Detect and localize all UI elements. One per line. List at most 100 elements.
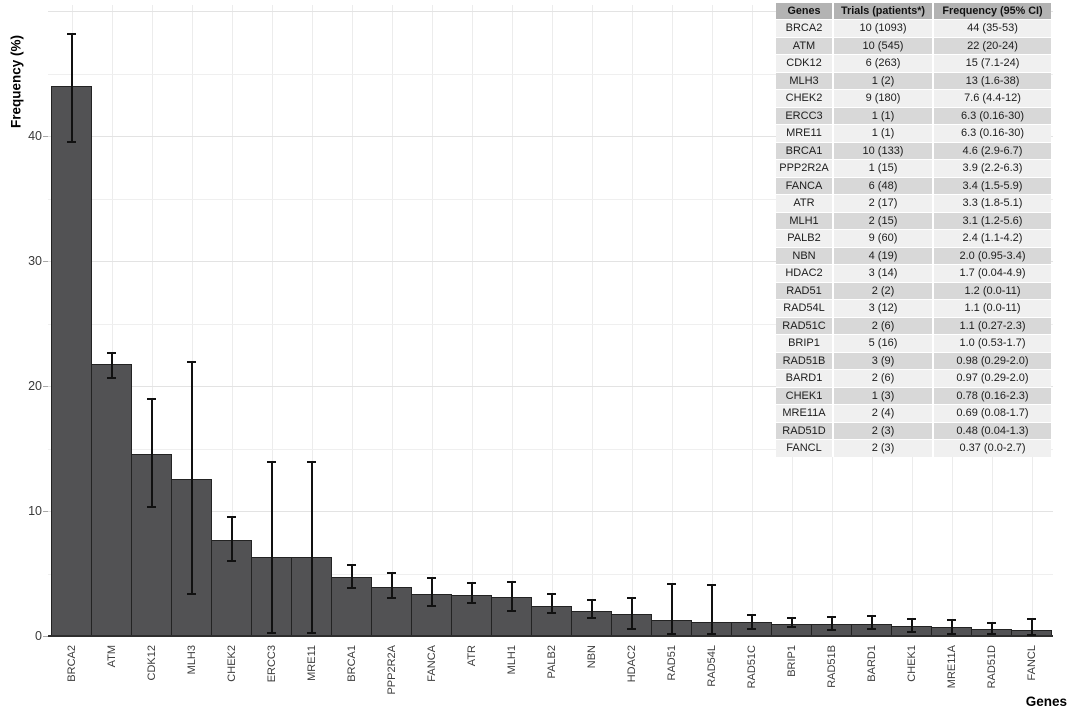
error-bar — [390, 572, 393, 599]
table-cell: 1 (1) — [834, 125, 932, 142]
table-header-cell: Trials (patients*) — [834, 3, 932, 19]
table-row: BRCA2 10 (1093) 44 (35-53) — [776, 20, 1051, 37]
table-cell: 1 (15) — [834, 160, 932, 177]
table-row: MLH1 2 (15) 3.1 (1.2-5.6) — [776, 212, 1051, 229]
vertical-gridline — [431, 5, 433, 636]
table-cell: RAD51D — [776, 422, 832, 439]
table-cell: 3.1 (1.2-5.6) — [934, 212, 1051, 229]
table-row: BRCA1 10 (133) 4.6 (2.9-6.7) — [776, 142, 1051, 159]
table-cell: 0.69 (0.08-1.7) — [934, 405, 1051, 422]
error-bar-cap-top — [107, 351, 116, 354]
minor-gridline — [48, 323, 1053, 325]
table-row: BARD1 2 (6) 0.97 (0.29-2.0) — [776, 370, 1051, 387]
x-tick-label: HDAC2 — [625, 645, 638, 683]
table-cell: 1.0 (0.53-1.7) — [934, 335, 1051, 352]
table-cell: FANCL — [776, 440, 832, 457]
x-tick-label: RAD51 — [665, 645, 678, 681]
table-row: ATM 10 (545) 22 (20-24) — [776, 37, 1051, 54]
table-cell: 9 (180) — [834, 90, 932, 107]
y-tick-mark — [43, 136, 48, 137]
table-row: CHEK1 1 (3) 0.78 (0.16-2.3) — [776, 387, 1051, 404]
table-cell: 1.1 (0.27-2.3) — [934, 317, 1051, 334]
error-bar-cap-top — [67, 33, 76, 35]
error-bar — [750, 614, 753, 630]
error-bar-cap-bottom — [347, 587, 356, 589]
table-cell: 1 (3) — [834, 387, 932, 404]
table-cell: 22 (20-24) — [934, 37, 1051, 54]
table-cell: 3.4 (1.5-5.9) — [934, 177, 1051, 194]
table-cell: 2 (6) — [834, 370, 932, 387]
error-bar-cap-bottom — [667, 633, 676, 636]
table-row: CDK12 6 (263) 15 (7.1-24) — [776, 55, 1051, 72]
x-tick-label: BARD1 — [865, 645, 878, 682]
table-cell: BRCA1 — [776, 142, 832, 159]
bar — [51, 86, 92, 636]
table-cell: ERCC3 — [776, 107, 832, 124]
table-cell: CHEK1 — [776, 387, 832, 404]
table-cell: ATM — [776, 37, 832, 54]
table-row: HDAC2 3 (14) 1.7 (0.04-4.9) — [776, 265, 1051, 282]
table-cell: 1.1 (0.0-11) — [934, 300, 1051, 317]
error-bar-cap-bottom — [827, 629, 836, 632]
error-bar-cap-bottom — [507, 609, 516, 612]
table-cell: 0.98 (0.29-2.0) — [934, 352, 1051, 369]
error-bar-cap-top — [467, 581, 476, 584]
vertical-gridline — [511, 5, 513, 636]
minor-gridline — [48, 448, 1053, 450]
error-bar — [550, 593, 553, 614]
table-cell: 6.3 (0.16-30) — [934, 125, 1051, 142]
table-cell: 10 (545) — [834, 37, 932, 54]
x-tick-label: RAD51B — [825, 645, 838, 688]
table-cell: 2 (17) — [834, 195, 932, 212]
table-cell: 2 (3) — [834, 440, 932, 457]
x-tick-label: BRCA2 — [65, 645, 78, 682]
error-bar — [710, 584, 713, 635]
error-bar-cap-top — [627, 596, 636, 599]
x-tick-label: FANCA — [425, 645, 438, 682]
table-cell: BRIP1 — [776, 335, 832, 352]
error-bar-cap-top — [387, 571, 396, 574]
major-gridline — [48, 386, 1053, 387]
table-cell: MLH3 — [776, 72, 832, 89]
table-row: MLH3 1 (2) 13 (1.6-38) — [776, 72, 1051, 89]
error-bar — [790, 617, 793, 628]
minor-gridline — [48, 198, 1053, 200]
table-cell: CDK12 — [776, 55, 832, 72]
table-row: NBN 4 (19) 2.0 (0.95-3.4) — [776, 247, 1051, 264]
table-cell: FANCA — [776, 177, 832, 194]
x-tick-label: ATR — [465, 645, 478, 667]
x-axis-title: Genes — [1025, 694, 1067, 709]
error-bar-cap-bottom — [547, 612, 556, 614]
error-bar-cap-bottom — [107, 377, 116, 379]
error-bar — [830, 616, 833, 631]
table-header-cell: Genes — [776, 3, 832, 19]
table-cell: BARD1 — [776, 370, 832, 387]
table-cell: 7.6 (4.4-12) — [934, 90, 1051, 107]
table-cell: MRE11A — [776, 405, 832, 422]
table-row: PALB2 9 (60) 2.4 (1.1-4.2) — [776, 230, 1051, 247]
table-row: ATR 2 (17) 3.3 (1.8-5.1) — [776, 195, 1051, 212]
error-bar-cap-top — [707, 584, 716, 587]
table-cell: PALB2 — [776, 230, 832, 247]
error-bar-cap-bottom — [947, 632, 956, 635]
table-cell: RAD51C — [776, 317, 832, 334]
vertical-gridline — [151, 5, 153, 636]
table-cell: 10 (1093) — [834, 20, 932, 37]
error-bar-cap-bottom — [707, 633, 716, 636]
table-cell: 1 (2) — [834, 72, 932, 89]
y-tick-label: 10 — [28, 504, 42, 518]
table-cell: 3 (9) — [834, 352, 932, 369]
table-cell: 2 (2) — [834, 282, 932, 299]
error-bar-cap-bottom — [627, 628, 636, 631]
error-bar-cap-top — [507, 580, 516, 583]
error-bar-cap-bottom — [867, 628, 876, 631]
y-tick-mark — [43, 386, 48, 387]
error-bar-cap-bottom — [467, 602, 476, 604]
table-row: RAD51 2 (2) 1.2 (0.0-11) — [776, 282, 1051, 299]
table-cell: 2 (3) — [834, 422, 932, 439]
table-cell: 0.48 (0.04-1.3) — [934, 422, 1051, 439]
error-bar-cap-bottom — [747, 628, 756, 631]
table-cell: RAD51B — [776, 352, 832, 369]
table-cell: 2.4 (1.1-4.2) — [934, 230, 1051, 247]
table-cell: 2.0 (0.95-3.4) — [934, 247, 1051, 264]
